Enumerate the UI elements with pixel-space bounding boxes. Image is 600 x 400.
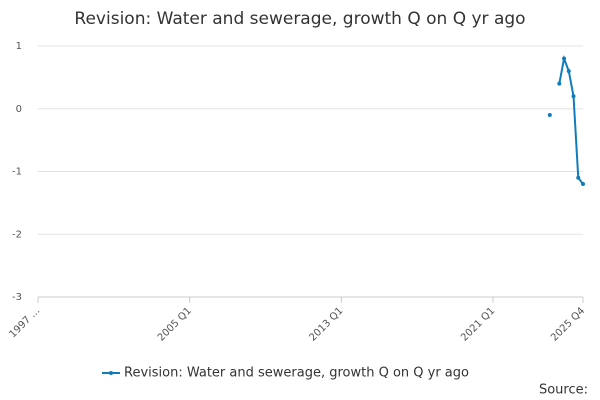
- chart-title: Revision: Water and sewerage, growth Q o…: [74, 9, 525, 29]
- y-tick-label: 0: [16, 104, 22, 115]
- y-tick-label: 1: [16, 41, 22, 52]
- point: [576, 175, 581, 180]
- y-tick-label: -3: [12, 292, 22, 303]
- point: [571, 94, 576, 99]
- source: Source:: [539, 383, 588, 398]
- point: [562, 56, 567, 61]
- x-tick-label: 2025 Q4: [549, 305, 587, 343]
- x-tick-label: 2021 Q1: [459, 305, 497, 343]
- x-tick-label: 1997 ...: [7, 305, 42, 340]
- legend-label: Revision: Water and sewerage, growth Q o…: [124, 366, 469, 381]
- point: [557, 81, 562, 86]
- y-tick-label: -2: [12, 229, 22, 240]
- x-tick-label: 2005 Q1: [156, 305, 194, 343]
- point: [547, 113, 552, 118]
- legend-marker: [109, 371, 113, 375]
- y-tick-label: -1: [12, 167, 22, 178]
- series-line: [558, 54, 584, 185]
- point: [581, 182, 585, 187]
- point: [566, 69, 571, 74]
- x-tick-label: 2013 Q1: [307, 305, 345, 343]
